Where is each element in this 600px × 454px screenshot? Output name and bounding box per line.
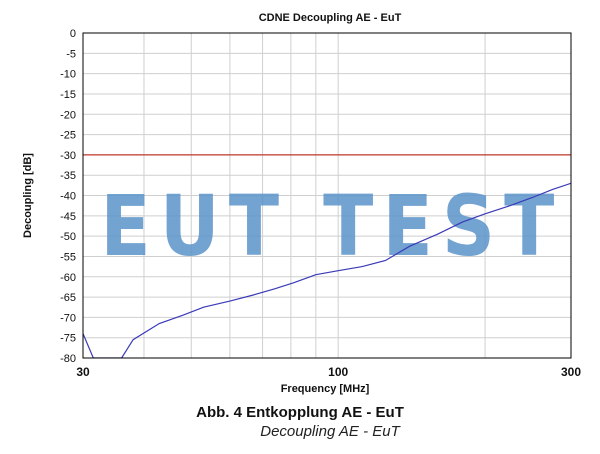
- y-tick-label: -40: [60, 191, 76, 203]
- y-tick-label: -5: [66, 48, 76, 60]
- y-tick-label: -35: [60, 170, 76, 182]
- y-tick-label: -55: [60, 251, 76, 263]
- y-tick-label: 0: [70, 28, 76, 40]
- y-tick-label: -25: [60, 130, 76, 142]
- watermark-text: EUT TEST: [100, 178, 563, 276]
- figure-caption-english: Decoupling AE - EuT: [260, 423, 400, 440]
- x-tick-label: 100: [328, 365, 348, 379]
- decoupling-curve: [83, 182, 571, 358]
- y-tick-label: -75: [60, 333, 76, 345]
- y-tick-label: -15: [60, 89, 76, 101]
- x-axis-label: Frequency [MHz]: [281, 383, 370, 395]
- y-tick-label: -30: [60, 150, 76, 162]
- figure-caption-german: Abb. 4 Entkopplung AE - EuT: [196, 404, 404, 421]
- y-tick-label: -70: [60, 312, 76, 324]
- plot-border: [82, 32, 572, 359]
- y-axis-label: Decoupling [dB]: [22, 153, 34, 238]
- y-tick-label: -50: [60, 231, 76, 243]
- y-tick-label: -20: [60, 109, 76, 121]
- y-tick-label: -80: [60, 353, 76, 365]
- y-tick-label: -45: [60, 211, 76, 223]
- chart-title: CDNE Decoupling AE - EuT: [259, 12, 402, 24]
- x-tick-label: 300: [561, 365, 581, 379]
- y-tick-label: -60: [60, 272, 76, 284]
- y-tick-label: -10: [60, 69, 76, 81]
- x-tick-label: 30: [76, 365, 90, 379]
- y-tick-label: -65: [60, 292, 76, 304]
